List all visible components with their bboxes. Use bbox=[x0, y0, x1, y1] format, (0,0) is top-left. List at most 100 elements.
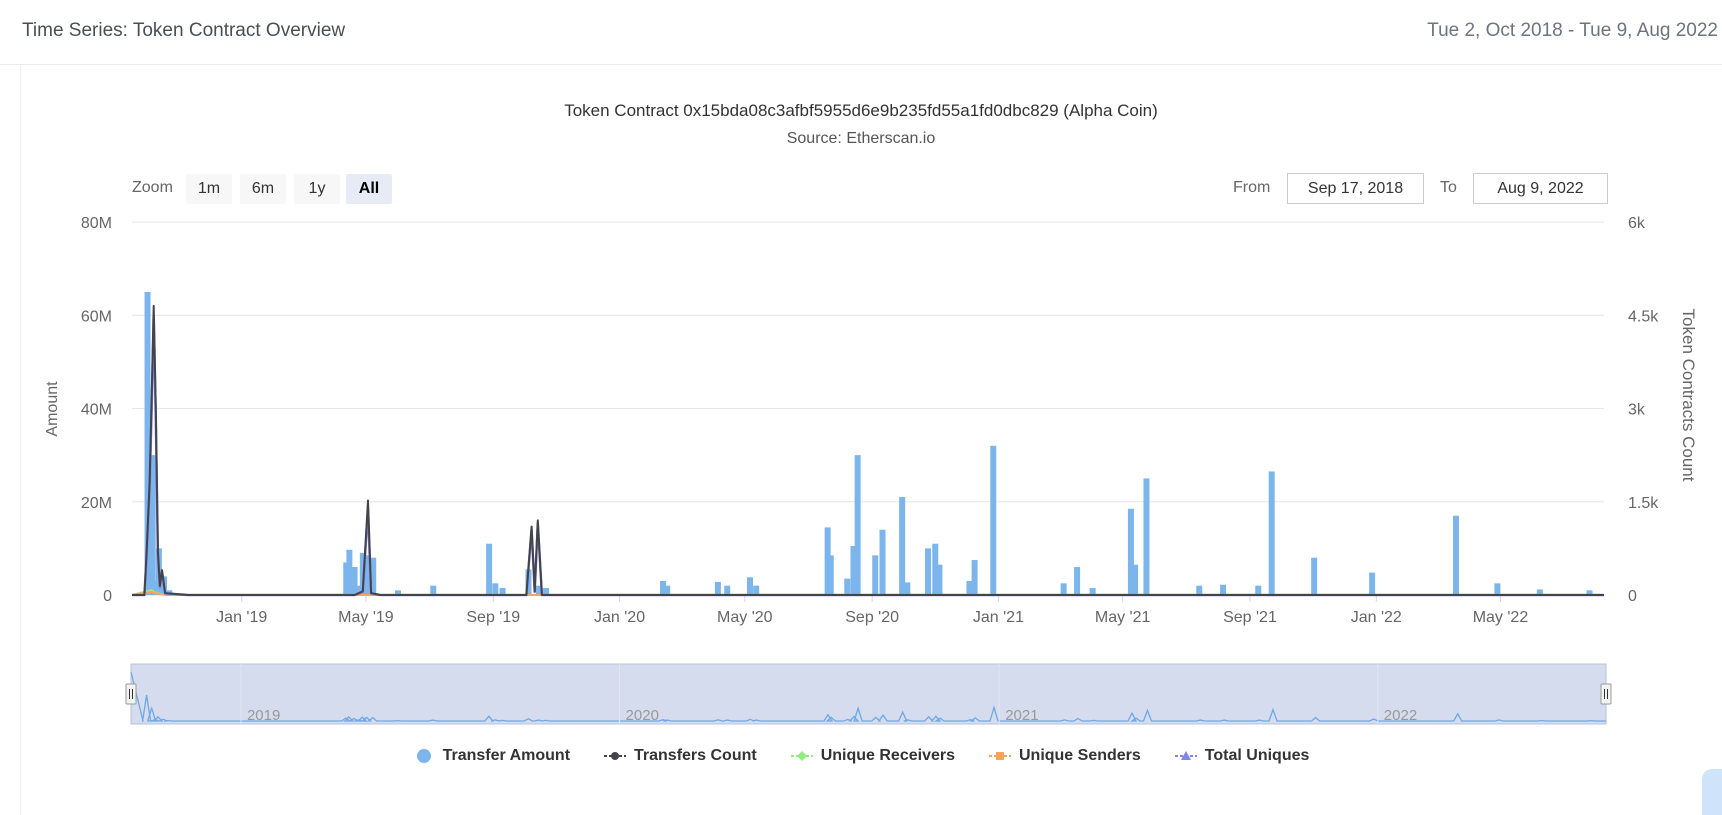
transfers-count-line bbox=[132, 304, 1604, 596]
x-tick-label: Jan '22 bbox=[1351, 609, 1402, 626]
transfer-amount-bar bbox=[1311, 557, 1318, 595]
total-uniques-line bbox=[132, 314, 1604, 597]
feedback-tab[interactable] bbox=[1702, 769, 1722, 815]
y-left-tick-label: 0 bbox=[103, 588, 112, 605]
x-tick-label: Jan '19 bbox=[216, 609, 267, 626]
navigator-year-label: 2021 bbox=[1005, 707, 1038, 724]
transfer-amount-bar bbox=[660, 581, 667, 595]
legend-item-transfer-amount[interactable]: Transfer Amount bbox=[413, 747, 570, 765]
transfer-amount-bar bbox=[499, 588, 506, 595]
transfer-amount-bar bbox=[152, 581, 159, 595]
navigator-series-line bbox=[130, 671, 1606, 722]
zoom-label: Zoom bbox=[132, 179, 173, 196]
transfer-amount-bar bbox=[492, 583, 499, 595]
legend-item-total-uniques[interactable]: Total Uniques bbox=[1174, 747, 1310, 765]
transfer-amount-bar bbox=[827, 555, 834, 595]
card-title: Time Series: Token Contract Overview bbox=[22, 20, 346, 41]
grid-lines bbox=[132, 221, 1604, 602]
y-right-tick-label: 6k bbox=[1628, 215, 1646, 232]
transfer-amount-bar bbox=[824, 527, 831, 595]
legend-item-transfers-count[interactable]: Transfers Count bbox=[604, 747, 757, 765]
navigator-year-label: 2019 bbox=[247, 707, 280, 724]
handle-grip-icon bbox=[125, 683, 137, 705]
legend-label: Unique Senders bbox=[1018, 747, 1141, 764]
transfer-amount-bar bbox=[343, 562, 350, 595]
transfer-amount-bar bbox=[1268, 471, 1275, 595]
chart-card bbox=[20, 64, 1722, 815]
navigator-left-handle[interactable] bbox=[125, 683, 137, 705]
y-right-tick-label: 4.5k bbox=[1628, 308, 1659, 325]
transfer-amount-bar bbox=[714, 581, 721, 595]
legend-label: Total Uniques bbox=[1204, 747, 1310, 764]
transfer-amount-bar bbox=[363, 555, 370, 595]
zoom-all-button[interactable]: All bbox=[346, 174, 392, 204]
chart-subtitle: Source: Etherscan.io bbox=[786, 130, 936, 147]
axis-labels: 0 0 20M 1.5k 40M 3k 60M 4.5k 80M 6k Amount Token Co… bbox=[44, 215, 1698, 626]
transfer-amount-bar bbox=[1494, 583, 1501, 595]
navigator-year-label: 2020 bbox=[626, 707, 659, 724]
transfer-amount-bar bbox=[746, 577, 753, 595]
transfer-amount-bar bbox=[879, 529, 886, 595]
x-tick-label: Sep '20 bbox=[845, 609, 899, 626]
navigator-right-handle[interactable] bbox=[1600, 683, 1612, 705]
zoom-1y-button[interactable]: 1y bbox=[294, 174, 340, 204]
y-right-tick-label: 1.5k bbox=[1628, 495, 1659, 512]
x-tick-label: Sep '21 bbox=[1223, 609, 1277, 626]
transfer-amount-bar bbox=[149, 455, 156, 595]
transfer-amount-bar bbox=[351, 567, 358, 595]
transfer-amount-bar bbox=[932, 543, 939, 595]
transfer-amount-bar bbox=[899, 497, 906, 595]
legend-item-unique-receivers[interactable]: Unique Receivers bbox=[790, 747, 955, 765]
card-header: Time Series: Token Contract Overview Tue… bbox=[0, 0, 1722, 65]
transfer-amount-bar bbox=[936, 564, 943, 595]
transfer-amount-bar bbox=[535, 585, 542, 595]
line-triangle-marker-icon bbox=[1174, 749, 1197, 763]
transfer-amount-bar bbox=[543, 588, 550, 595]
y-left-tick-label: 40M bbox=[81, 402, 112, 419]
transfer-amount-bar bbox=[1196, 585, 1203, 595]
transfer-amount-bar bbox=[370, 557, 377, 595]
from-date-input[interactable] bbox=[1287, 173, 1424, 204]
transfer-amount-bar bbox=[850, 546, 857, 595]
chart-legend: Transfer Amount Transfers Count Unique R… bbox=[0, 747, 1722, 765]
transfer-amount-bar bbox=[1074, 567, 1081, 595]
transfer-amount-bar bbox=[144, 291, 151, 595]
chart-title: Token Contract 0x15bda08c3afbf5955d6e9b2… bbox=[564, 101, 1158, 120]
zoom-1m-button[interactable]: 1m bbox=[186, 174, 232, 204]
transfer-amount-bar bbox=[1255, 585, 1262, 595]
transfer-amount-bar bbox=[486, 543, 493, 595]
transfer-amount-bar bbox=[1089, 588, 1096, 595]
transfer-amount-bar bbox=[1586, 590, 1593, 595]
legend-label: Transfer Amount bbox=[442, 747, 571, 764]
transfer-amount-bar bbox=[872, 555, 879, 595]
y-left-tick-label: 20M bbox=[81, 495, 112, 512]
x-tick-label: May '21 bbox=[1095, 609, 1151, 626]
zoom-6m-button[interactable]: 6m bbox=[240, 174, 286, 204]
navigator[interactable]: 2019 2020 2021 2022 bbox=[125, 663, 1612, 725]
transfer-amount-bar bbox=[430, 585, 437, 595]
legend-label: Transfers Count bbox=[634, 747, 757, 764]
to-label: To bbox=[1440, 179, 1457, 196]
transfer-amount-bar bbox=[1220, 584, 1227, 595]
transfer-amount-bar bbox=[395, 590, 402, 595]
to-date-input[interactable] bbox=[1473, 173, 1608, 204]
transfer-amount-bars bbox=[144, 291, 1593, 595]
transfer-amount-bar bbox=[1452, 515, 1459, 595]
transfer-amount-bar bbox=[844, 578, 851, 595]
transfer-amount-bar bbox=[971, 560, 978, 595]
y-right-tick-label: 0 bbox=[1628, 588, 1637, 605]
line-square-marker-icon bbox=[988, 749, 1011, 763]
x-tick-label: May '22 bbox=[1473, 609, 1529, 626]
transfer-amount-bar bbox=[904, 582, 911, 595]
transfer-amount-bar bbox=[753, 585, 760, 595]
x-tick-label: May '20 bbox=[717, 609, 773, 626]
legend-item-unique-senders[interactable]: Unique Senders bbox=[988, 747, 1141, 765]
x-tick-label: Jan '21 bbox=[973, 609, 1024, 626]
y-left-axis-title: Amount bbox=[44, 381, 61, 437]
navigator-selection bbox=[130, 663, 1607, 725]
transfer-amount-bar bbox=[1060, 583, 1067, 595]
count-lines bbox=[131, 304, 1604, 597]
transfer-amount-bar bbox=[1536, 589, 1543, 595]
transfer-amount-bar bbox=[664, 585, 671, 595]
